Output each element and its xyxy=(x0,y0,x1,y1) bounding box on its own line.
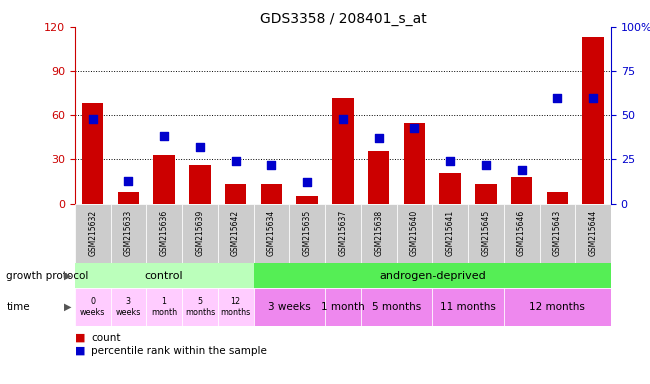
Point xyxy=(195,144,205,150)
Text: GSM215644: GSM215644 xyxy=(589,210,597,257)
Bar xyxy=(225,184,246,204)
Text: GSM215632: GSM215632 xyxy=(88,210,97,257)
Bar xyxy=(475,184,497,204)
Bar xyxy=(182,204,218,263)
Bar xyxy=(254,204,289,263)
Bar xyxy=(75,288,110,326)
Text: GSM215635: GSM215635 xyxy=(303,210,311,257)
Bar xyxy=(118,192,139,204)
Text: 3 weeks: 3 weeks xyxy=(268,302,311,312)
Bar xyxy=(582,37,604,204)
Text: GSM215636: GSM215636 xyxy=(160,210,168,257)
Bar xyxy=(504,288,611,326)
Bar xyxy=(325,204,361,263)
Bar xyxy=(547,192,568,204)
Text: ■: ■ xyxy=(75,346,85,356)
Bar xyxy=(432,204,468,263)
Point xyxy=(481,162,491,168)
Point xyxy=(552,94,563,101)
Point xyxy=(124,177,134,184)
Text: GSM215645: GSM215645 xyxy=(482,210,490,257)
Text: growth protocol: growth protocol xyxy=(6,270,89,281)
Text: ■: ■ xyxy=(75,333,85,343)
Text: control: control xyxy=(145,270,183,281)
Bar xyxy=(111,288,146,326)
Text: 1
month: 1 month xyxy=(151,298,177,317)
Point xyxy=(230,158,240,164)
Bar xyxy=(146,204,182,263)
Text: 0
weeks: 0 weeks xyxy=(80,298,105,317)
Bar xyxy=(111,204,146,263)
Bar xyxy=(153,155,175,204)
Bar xyxy=(439,173,461,204)
Bar xyxy=(575,204,611,263)
Text: ▶: ▶ xyxy=(64,302,72,312)
Text: ▶: ▶ xyxy=(64,270,72,281)
Bar xyxy=(511,177,532,204)
Text: 1 month: 1 month xyxy=(321,302,365,312)
Text: GSM215633: GSM215633 xyxy=(124,210,133,257)
Text: 5 months: 5 months xyxy=(372,302,421,312)
Text: 11 months: 11 months xyxy=(440,302,496,312)
Text: 12
months: 12 months xyxy=(220,298,251,317)
Point xyxy=(373,135,384,141)
Point xyxy=(410,124,420,131)
Bar xyxy=(189,165,211,204)
Point xyxy=(445,158,455,164)
Bar xyxy=(75,263,254,288)
Bar xyxy=(218,288,254,326)
Bar xyxy=(404,122,425,204)
Text: 12 months: 12 months xyxy=(530,302,585,312)
Text: GSM215646: GSM215646 xyxy=(517,210,526,257)
Point xyxy=(266,162,277,168)
Point xyxy=(159,133,169,139)
Text: GSM215634: GSM215634 xyxy=(267,210,276,257)
Text: GSM215638: GSM215638 xyxy=(374,210,383,257)
Bar xyxy=(361,288,432,326)
Bar xyxy=(218,204,254,263)
Text: GSM215642: GSM215642 xyxy=(231,210,240,257)
Bar xyxy=(82,103,103,204)
Point xyxy=(588,94,598,101)
Text: 5
months: 5 months xyxy=(185,298,215,317)
Text: androgen-deprived: androgen-deprived xyxy=(379,270,486,281)
Bar xyxy=(504,204,540,263)
Title: GDS3358 / 208401_s_at: GDS3358 / 208401_s_at xyxy=(259,12,426,26)
Bar xyxy=(368,151,389,204)
Bar xyxy=(254,288,325,326)
Bar xyxy=(396,204,432,263)
Point xyxy=(338,116,348,122)
Point xyxy=(516,167,526,173)
Text: GSM215637: GSM215637 xyxy=(339,210,347,257)
Bar xyxy=(432,288,504,326)
Text: GSM215643: GSM215643 xyxy=(553,210,562,257)
Text: GSM215641: GSM215641 xyxy=(446,210,454,257)
Text: count: count xyxy=(91,333,120,343)
Point xyxy=(302,179,312,185)
Bar xyxy=(468,204,504,263)
Bar xyxy=(296,196,318,204)
Bar xyxy=(261,184,282,204)
Text: time: time xyxy=(6,302,30,312)
Text: GSM215640: GSM215640 xyxy=(410,210,419,257)
Point xyxy=(87,116,98,122)
Bar xyxy=(540,204,575,263)
Bar xyxy=(254,263,611,288)
Text: percentile rank within the sample: percentile rank within the sample xyxy=(91,346,267,356)
Bar xyxy=(361,204,396,263)
Bar xyxy=(332,98,354,204)
Bar xyxy=(325,288,361,326)
Text: GSM215639: GSM215639 xyxy=(196,210,204,257)
Bar xyxy=(146,288,182,326)
Bar xyxy=(182,288,218,326)
Bar xyxy=(289,204,325,263)
Bar xyxy=(75,204,110,263)
Text: 3
weeks: 3 weeks xyxy=(116,298,141,317)
